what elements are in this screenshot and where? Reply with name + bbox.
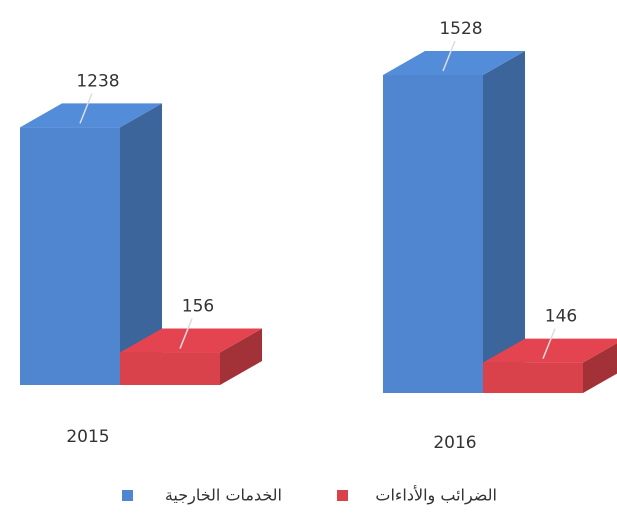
bar-side	[483, 51, 525, 393]
leader-line	[179, 318, 193, 349]
legend-swatch	[122, 490, 133, 501]
legend-label: الضرائب والأداءات	[375, 485, 497, 506]
bar-front	[383, 75, 483, 393]
bar	[483, 338, 617, 393]
leader-line	[442, 40, 456, 72]
value-label: 1528	[439, 19, 482, 39]
bar-front	[483, 362, 583, 393]
leader-line	[79, 93, 93, 124]
bar-front	[20, 127, 120, 386]
x-tick-label: 2015	[66, 427, 109, 447]
bar	[120, 328, 262, 385]
bar-top	[483, 338, 617, 363]
value-label: 146	[545, 307, 577, 327]
value-label: 156	[182, 297, 214, 317]
bar	[20, 103, 162, 386]
bar-side	[120, 103, 162, 386]
bar	[383, 51, 525, 393]
bar-top	[20, 103, 162, 128]
bar-top	[120, 328, 262, 353]
bar-top	[383, 51, 525, 75]
leader-line	[542, 328, 556, 359]
bar-front	[120, 352, 220, 385]
bar-side	[220, 328, 262, 385]
legend-label: الخدمات الخارجية	[165, 486, 282, 506]
legend-swatch	[337, 490, 348, 501]
bar-side	[583, 343, 617, 393]
x-tick-label: 2016	[433, 433, 476, 453]
value-label: 1238	[76, 71, 119, 91]
